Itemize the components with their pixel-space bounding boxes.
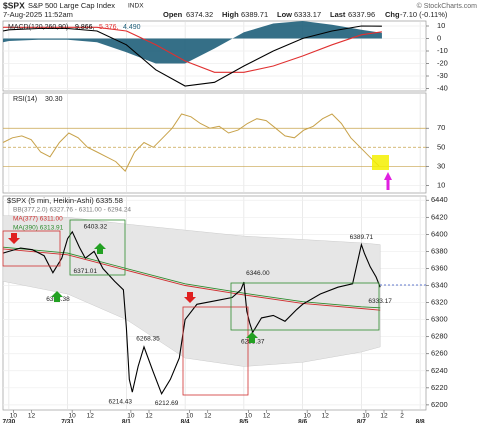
highlight xyxy=(372,155,389,170)
drawn-box xyxy=(182,306,249,396)
date-label: 8/5 xyxy=(239,419,248,423)
y-tick-label: 6360 xyxy=(431,263,448,272)
macd-histogram xyxy=(3,21,382,64)
rsi-last: 30.30 xyxy=(45,96,63,103)
chg: -7.10 (-0.11%) xyxy=(400,10,448,19)
last-label: Last xyxy=(330,10,346,19)
y-tick-label: 6400 xyxy=(431,229,448,238)
open-label: Open xyxy=(163,10,183,19)
y-tick-label: 6440 xyxy=(431,195,448,204)
x-tick-label: 10 xyxy=(362,413,370,420)
y-tick-label: -10 xyxy=(437,46,448,55)
high-label: High xyxy=(222,10,239,19)
y-tick-label: 6300 xyxy=(431,315,448,324)
x-tick-label: 10 xyxy=(127,413,135,420)
open: 6374.32 xyxy=(186,10,213,19)
down-arrow xyxy=(8,233,20,244)
legend-label: MA(390) 6313.91 xyxy=(13,225,64,232)
symbol: $SPX xyxy=(3,0,25,10)
y-tick-label: 6320 xyxy=(431,298,448,307)
y-tick-label: 6280 xyxy=(431,332,448,341)
x-tick-label: 12 xyxy=(322,413,330,420)
drawn-box xyxy=(2,230,61,267)
y-tick-label: 10 xyxy=(437,180,445,189)
y-tick-label: 6260 xyxy=(431,349,448,358)
date-label: 8/7 xyxy=(357,419,366,423)
x-tick-label: 12 xyxy=(204,413,212,420)
date-label: 7/30 xyxy=(3,419,16,423)
x-tick-label: 12 xyxy=(263,413,271,420)
chg-label: Chg xyxy=(385,10,400,19)
y-tick-label: 30 xyxy=(437,161,445,170)
y-tick-label: 6200 xyxy=(431,400,448,409)
x-tick-label: 12 xyxy=(28,413,36,420)
y-tick-label: 6220 xyxy=(431,383,448,392)
x-tick-label: 10 xyxy=(304,413,312,420)
drawings xyxy=(2,155,426,396)
price-annotation: 6346.00 xyxy=(246,270,270,277)
down-arrow xyxy=(184,292,196,303)
y-tick-label: 6340 xyxy=(431,281,448,290)
high: 6389.71 xyxy=(241,10,268,19)
y-tick-label: 6240 xyxy=(431,366,448,375)
moving-average xyxy=(2,246,381,309)
low: 6333.17 xyxy=(294,10,321,19)
low-label: Low xyxy=(277,10,292,19)
x-tick-label: 12 xyxy=(87,413,95,420)
date-label: 8/8 xyxy=(416,419,425,423)
y-tick-label: -30 xyxy=(437,71,448,80)
panel-title: MACD(120,260,90) xyxy=(8,24,68,31)
price-annotation: 6268.35 xyxy=(136,335,160,342)
price-annotation: 6212.69 xyxy=(155,400,179,407)
drawn-box xyxy=(69,219,126,276)
y-tick-label: 70 xyxy=(437,123,445,132)
x-tick-label: 12 xyxy=(380,413,388,420)
legend-label: 9.866, xyxy=(75,24,95,31)
y-tick-label: 6380 xyxy=(431,246,448,255)
y-tick-label: 6420 xyxy=(431,212,448,221)
copyright: © StockCharts.com xyxy=(417,2,478,10)
x-tick-label: 2 xyxy=(400,413,404,420)
y-tick-label: -40 xyxy=(437,83,448,92)
security-name: S&P 500 Large Cap Index xyxy=(28,1,115,10)
x-tick-label: 10 xyxy=(186,413,194,420)
y-tick-label: -20 xyxy=(437,58,448,67)
price-annotation: 6371.01 xyxy=(74,268,98,275)
date-label: 8/6 xyxy=(298,419,307,423)
datetime: 7-Aug-2025 11:52am xyxy=(3,10,73,19)
date-label: 8/1 xyxy=(122,419,131,423)
x-tick-label: 12 xyxy=(145,413,153,420)
up-arrow xyxy=(246,332,258,343)
y-tick-label: 10 xyxy=(437,21,445,30)
exchange: INDX xyxy=(128,3,144,10)
macd-line xyxy=(3,26,382,73)
moving-average xyxy=(2,248,381,311)
panel xyxy=(2,92,427,194)
rsi-line xyxy=(2,113,380,172)
x-tick-label: 10 xyxy=(10,413,18,420)
y-tick-label: 0 xyxy=(437,33,441,42)
last: 6337.96 xyxy=(348,10,375,19)
legend-label: 4.490 xyxy=(123,24,141,31)
price-annotation: 6389.71 xyxy=(350,234,374,241)
legend-label: 5.376, xyxy=(99,24,119,31)
up-arrow xyxy=(51,291,63,302)
price-annotation: 6333.17 xyxy=(368,298,392,305)
legend-label: BB(377,2.0) 6327.76 - 6311.00 - 6294.24 xyxy=(13,207,131,214)
up-arrow xyxy=(94,243,106,254)
y-tick-label: 50 xyxy=(437,142,445,151)
panel-title: RSI(14) xyxy=(13,96,37,103)
x-tick-label: 10 xyxy=(69,413,77,420)
x-tick-label: 10 xyxy=(245,413,253,420)
panel-title: $SPX (5 min, Heikin-Ashi) 6335.58 xyxy=(7,196,123,205)
legend-label: MA(377) 6311.00 xyxy=(13,216,63,223)
macd-line xyxy=(2,25,382,87)
price-annotation: 6403.32 xyxy=(84,223,108,230)
date-label: 8/4 xyxy=(181,419,190,423)
pointer-arrow xyxy=(384,172,392,190)
drawn-box xyxy=(230,282,380,331)
price-annotation: 6214.43 xyxy=(109,398,133,405)
date-label: 7/31 xyxy=(61,419,74,423)
